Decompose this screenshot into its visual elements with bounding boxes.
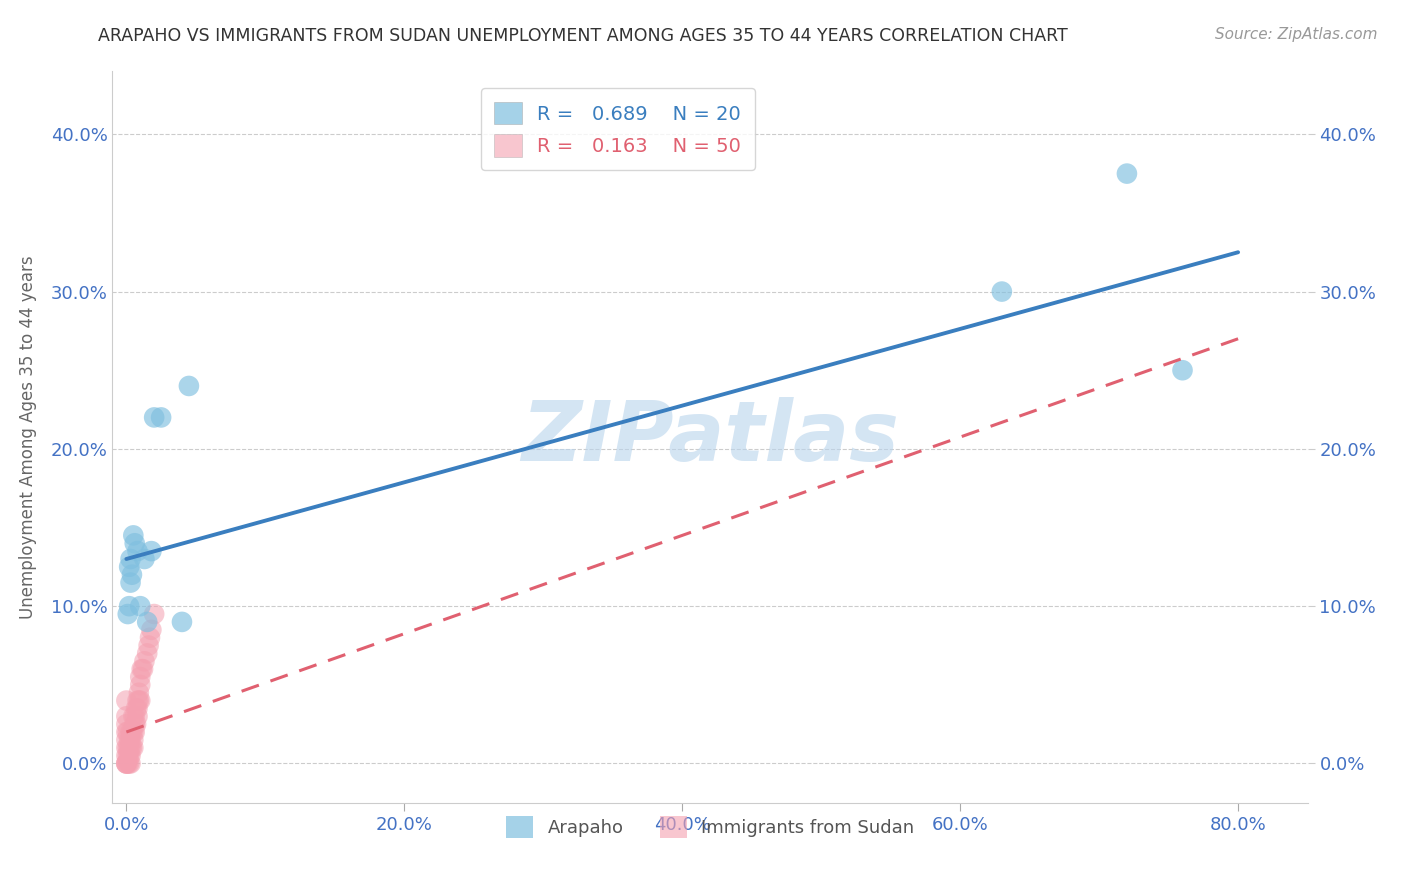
Point: [120, 740, 142, 755]
Point: [127, 701, 149, 715]
Point: [125, 701, 148, 715]
Point: [120, 575, 142, 590]
Point: [115, 740, 138, 755]
Point: [115, 725, 138, 739]
Point: [115, 709, 138, 723]
Point: [122, 725, 145, 739]
Point: [115, 732, 138, 747]
Point: [122, 740, 145, 755]
Point: [117, 740, 139, 755]
Legend: Arapaho, Immigrants from Sudan: Arapaho, Immigrants from Sudan: [499, 808, 921, 845]
Point: [118, 559, 141, 574]
Point: [124, 725, 146, 739]
Y-axis label: Unemployment Among Ages 35 to 44 years: Unemployment Among Ages 35 to 44 years: [18, 255, 37, 619]
Point: [122, 528, 145, 542]
Point: [141, 544, 163, 558]
Point: [122, 732, 145, 747]
Text: Source: ZipAtlas.com: Source: ZipAtlas.com: [1215, 27, 1378, 42]
Point: [1171, 363, 1194, 377]
Point: [125, 717, 148, 731]
Point: [124, 709, 146, 723]
Point: [118, 756, 141, 771]
Point: [143, 607, 166, 621]
Point: [120, 756, 142, 771]
Point: [120, 748, 142, 763]
Point: [120, 552, 142, 566]
Point: [115, 748, 138, 763]
Point: [115, 693, 138, 707]
Point: [127, 693, 149, 707]
Point: [124, 717, 146, 731]
Point: [128, 686, 150, 700]
Point: [129, 599, 152, 614]
Point: [121, 725, 143, 739]
Point: [121, 740, 143, 755]
Point: [115, 756, 138, 771]
Point: [127, 709, 149, 723]
Point: [131, 662, 153, 676]
Point: [117, 756, 139, 771]
Point: [132, 662, 155, 676]
Point: [129, 693, 152, 707]
Point: [128, 693, 150, 707]
Point: [1116, 167, 1139, 181]
Point: [120, 725, 142, 739]
Point: [141, 623, 163, 637]
Point: [134, 654, 156, 668]
Point: [177, 379, 200, 393]
Point: [122, 709, 145, 723]
Point: [136, 615, 159, 629]
Point: [118, 732, 141, 747]
Point: [139, 631, 162, 645]
Point: [117, 748, 139, 763]
Point: [127, 544, 149, 558]
Point: [138, 639, 160, 653]
Point: [150, 410, 173, 425]
Point: [118, 740, 141, 755]
Point: [991, 285, 1014, 299]
Point: [121, 567, 143, 582]
Point: [124, 536, 146, 550]
Point: [115, 756, 138, 771]
Point: [117, 607, 139, 621]
Text: ZIPatlas: ZIPatlas: [522, 397, 898, 477]
Point: [129, 678, 152, 692]
Point: [134, 552, 156, 566]
Point: [129, 670, 152, 684]
Point: [117, 725, 139, 739]
Point: [118, 748, 141, 763]
Point: [143, 410, 166, 425]
Text: ARAPAHO VS IMMIGRANTS FROM SUDAN UNEMPLOYMENT AMONG AGES 35 TO 44 YEARS CORRELAT: ARAPAHO VS IMMIGRANTS FROM SUDAN UNEMPLO…: [98, 27, 1069, 45]
Point: [118, 599, 141, 614]
Point: [115, 717, 138, 731]
Point: [170, 615, 193, 629]
Point: [115, 756, 138, 771]
Point: [136, 646, 159, 660]
Point: [120, 732, 142, 747]
